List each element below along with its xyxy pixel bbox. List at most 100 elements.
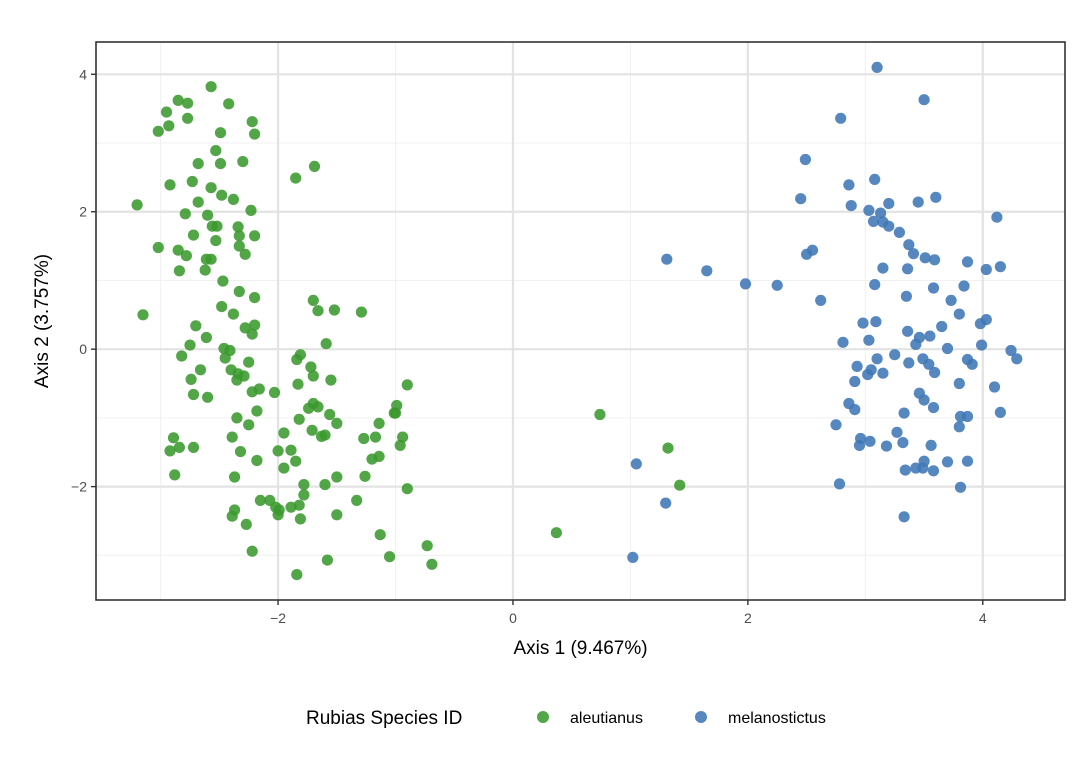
data-point-melanostictus [930, 191, 942, 203]
data-point-aleutianus [137, 309, 149, 321]
x-axis-title: Axis 1 (9.467%) [513, 638, 647, 659]
series-melanostictus [627, 61, 1023, 564]
data-point-aleutianus [187, 229, 200, 241]
data-point-melanostictus [927, 465, 940, 477]
data-point-melanostictus [958, 280, 970, 292]
data-point-melanostictus [771, 279, 783, 291]
data-point-aleutianus [394, 439, 406, 451]
data-point-aleutianus [192, 158, 204, 170]
data-point-melanostictus [976, 339, 988, 351]
data-point-aleutianus [226, 431, 238, 443]
data-point-melanostictus [966, 358, 978, 370]
data-point-melanostictus [936, 320, 948, 333]
data-point-aleutianus [355, 306, 367, 318]
data-point-melanostictus [927, 282, 940, 294]
data-point-aleutianus [273, 504, 285, 516]
data-point-melanostictus [835, 112, 847, 124]
data-point-aleutianus [292, 378, 304, 390]
data-point-aleutianus [254, 494, 266, 506]
data-point-melanostictus [815, 294, 827, 306]
data-point-aleutianus [359, 470, 371, 482]
legend-label-aleutianus: aleutianus [570, 710, 643, 727]
data-point-aleutianus [245, 204, 257, 216]
data-point-melanostictus [883, 220, 895, 232]
data-point-aleutianus [373, 450, 385, 462]
legend-swatch-melanostictus [695, 711, 707, 723]
data-point-aleutianus [169, 469, 181, 481]
data-point-aleutianus [312, 401, 324, 413]
data-point-melanostictus [924, 330, 936, 342]
data-point-melanostictus [1011, 353, 1023, 365]
data-point-aleutianus [152, 125, 164, 137]
data-point-aleutianus [202, 209, 214, 221]
data-point-aleutianus [234, 446, 247, 458]
series-aleutianus [131, 81, 686, 581]
data-point-aleutianus [312, 305, 324, 317]
data-point-melanostictus [869, 173, 881, 185]
data-point-aleutianus [426, 558, 438, 570]
data-point-aleutianus [227, 308, 239, 320]
x-tick-label: 0 [509, 610, 517, 626]
data-point-melanostictus [627, 551, 639, 564]
data-point-melanostictus [863, 334, 875, 346]
data-point-aleutianus [233, 285, 245, 298]
data-point-aleutianus [251, 454, 263, 467]
data-point-melanostictus [961, 410, 974, 423]
data-point-melanostictus [907, 248, 920, 260]
data-point-aleutianus [315, 430, 328, 442]
data-point-aleutianus [401, 379, 413, 391]
data-point-aleutianus [243, 356, 255, 368]
data-point-melanostictus [923, 358, 935, 370]
data-point-aleutianus [187, 388, 200, 401]
y-tick-label: 4 [79, 66, 87, 82]
data-point-aleutianus [328, 304, 340, 316]
data-point-aleutianus [251, 405, 263, 417]
data-point-aleutianus [308, 160, 321, 172]
data-point-melanostictus [902, 263, 914, 275]
data-point-melanostictus [877, 367, 889, 379]
data-point-aleutianus [233, 240, 245, 252]
data-point-aleutianus [186, 175, 198, 188]
data-point-aleutianus [243, 419, 255, 431]
data-point-aleutianus [163, 120, 175, 132]
data-point-aleutianus [184, 339, 196, 351]
data-point-aleutianus [320, 338, 332, 350]
data-point-aleutianus [199, 264, 211, 276]
data-point-aleutianus [194, 364, 207, 376]
data-point-aleutianus [351, 494, 363, 506]
x-tick-label: 4 [979, 610, 987, 626]
data-point-aleutianus [389, 407, 402, 419]
data-point-melanostictus [867, 215, 880, 227]
data-point-aleutianus [285, 501, 297, 513]
data-point-melanostictus [801, 248, 813, 260]
data-point-aleutianus [205, 182, 217, 194]
data-point-aleutianus [374, 529, 386, 541]
data-point-aleutianus [217, 275, 229, 287]
data-point-melanostictus [927, 402, 940, 414]
data-point-aleutianus [331, 471, 343, 483]
data-point-aleutianus [205, 81, 217, 93]
data-point-aleutianus [291, 569, 303, 581]
data-point-aleutianus [200, 331, 212, 344]
data-point-melanostictus [974, 318, 987, 330]
data-point-aleutianus [278, 427, 290, 439]
data-point-melanostictus [830, 419, 842, 431]
data-point-aleutianus [401, 483, 413, 495]
data-point-melanostictus [961, 455, 974, 467]
data-point-aleutianus [249, 319, 261, 331]
data-point-aleutianus [211, 220, 223, 232]
data-point-aleutianus [305, 361, 317, 373]
data-point-melanostictus [880, 440, 893, 452]
data-point-melanostictus [953, 308, 965, 320]
data-point-aleutianus [240, 518, 252, 531]
data-point-aleutianus [331, 417, 343, 429]
data-point-aleutianus [384, 551, 396, 563]
data-point-aleutianus [190, 320, 202, 332]
data-point-aleutianus [216, 301, 228, 313]
data-point-aleutianus [152, 241, 164, 254]
data-point-melanostictus [898, 407, 910, 419]
data-point-melanostictus [918, 394, 930, 406]
data-point-melanostictus [954, 481, 967, 493]
x-tick-label: −2 [270, 610, 286, 626]
data-point-aleutianus [285, 444, 297, 456]
